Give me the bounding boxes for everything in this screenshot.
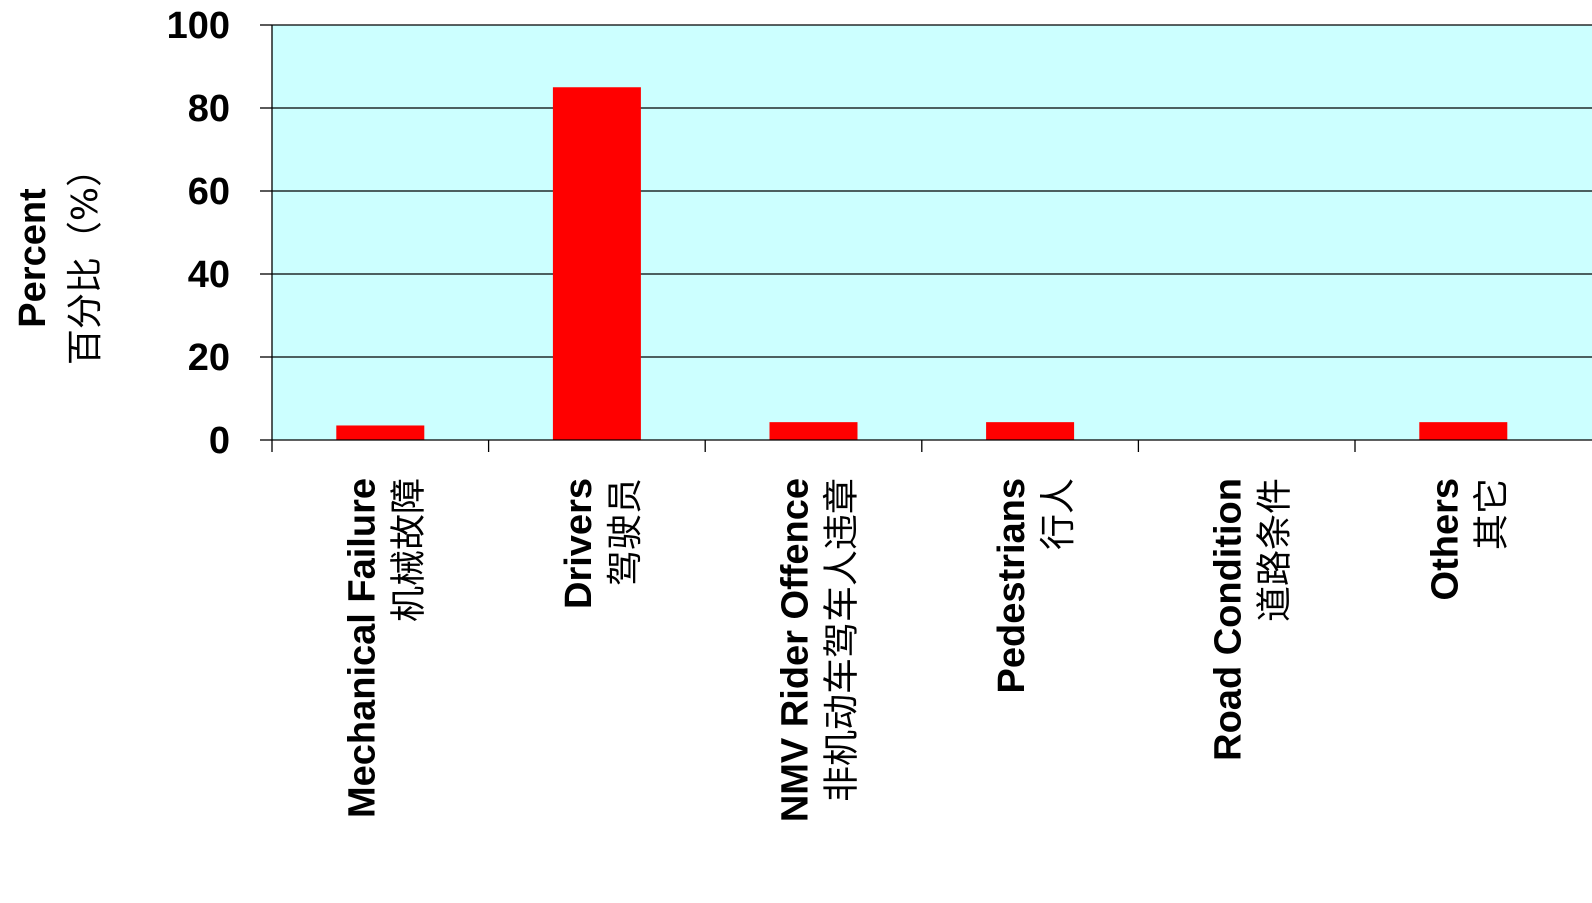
y-tick-label: 80 (188, 88, 230, 130)
bar-5 (1419, 422, 1508, 440)
x-category-label: Pedestrians 行人 (991, 478, 1079, 693)
y-axis-label-zh: 百分比（%） (65, 151, 106, 365)
axes (260, 24, 1592, 452)
x-category-label-en: Mechanical Failure (341, 478, 383, 818)
x-category-label-zh: 道路条件 (1255, 478, 1296, 622)
y-tick-label: 100 (167, 5, 230, 47)
gridlines (272, 24, 1592, 358)
x-category-label: NMV Rider Offence 非机动车驾车人违章 (775, 478, 863, 822)
y-tick-labels: 0 20 40 60 80 100 (167, 5, 230, 462)
bars (336, 87, 1508, 440)
x-category-label: Drivers 驾驶员 (558, 478, 646, 609)
plot-area (272, 25, 1592, 440)
x-category-label: Road Condition 道路条件 (1208, 478, 1296, 761)
bar-0 (336, 425, 425, 440)
x-category-label-zh: 行人 (1038, 478, 1079, 550)
x-category-label-en: Pedestrians (991, 478, 1033, 693)
y-tick-label: 40 (188, 254, 230, 296)
bar-3 (986, 422, 1075, 440)
y-axis-label: Percent 百分比（%） (12, 151, 106, 365)
x-category-label: Others 其它 (1424, 478, 1512, 600)
bar-2 (769, 422, 858, 440)
x-category-label-zh: 其它 (1471, 478, 1512, 550)
x-category-label-en: Road Condition (1208, 478, 1250, 761)
x-category-label: Mechanical Failure 机械故障 (341, 478, 429, 818)
bar-1 (552, 87, 641, 440)
y-tick-label: 0 (209, 420, 230, 462)
x-category-label-en: NMV Rider Offence (775, 478, 817, 822)
x-category-labels: Mechanical Failure 机械故障 Drivers 驾驶员 NMV Ride… (341, 478, 1512, 822)
x-category-label-en: Drivers (558, 478, 600, 609)
x-category-label-en: Others (1424, 478, 1466, 600)
y-axis-label-en: Percent (12, 188, 54, 328)
x-category-label-zh: 驾驶员 (605, 478, 646, 586)
x-category-label-zh: 非机动车驾车人违章 (822, 478, 863, 802)
x-category-label-zh: 机械故障 (388, 478, 429, 622)
y-tick-label: 60 (188, 171, 230, 213)
y-tick-label: 20 (188, 337, 230, 379)
